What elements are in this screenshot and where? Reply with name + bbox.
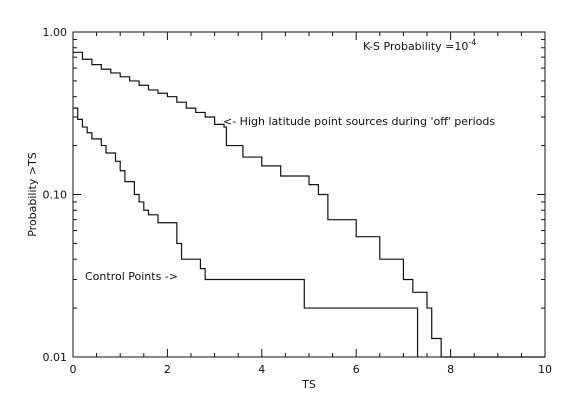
ks-probability-exponent: -4 (468, 38, 476, 47)
x-axis-ticks: 0 2 4 6 8 10 (70, 32, 552, 376)
x-tick-label: 4 (258, 363, 265, 376)
x-tick-label: 6 (353, 363, 360, 376)
ks-probability-annotation: K-S Probability =10-4 (363, 38, 476, 53)
y-axis-ticks: 0.01 0.10 1.00 (43, 26, 545, 364)
series-line-control-points (73, 107, 419, 357)
control-points-annotation: Control Points -> (85, 270, 178, 283)
series-line-high-latitude (73, 51, 545, 358)
x-tick-label: 8 (447, 363, 454, 376)
x-tick-label: 10 (538, 363, 552, 376)
x-tick-label: 0 (70, 363, 77, 376)
y-tick-label: 0.10 (43, 189, 68, 202)
series-lines (73, 51, 545, 358)
y-axis-label: Probability >TS (26, 152, 39, 237)
high-latitude-annotation: <- High latitude point sources during 'o… (223, 115, 495, 128)
x-axis-label: TS (301, 378, 316, 391)
ks-probability-prefix: K-S Probability =10 (363, 40, 468, 53)
y-tick-label: 0.01 (43, 351, 68, 364)
y-tick-label: 1.00 (43, 26, 68, 39)
x-tick-label: 2 (164, 363, 171, 376)
